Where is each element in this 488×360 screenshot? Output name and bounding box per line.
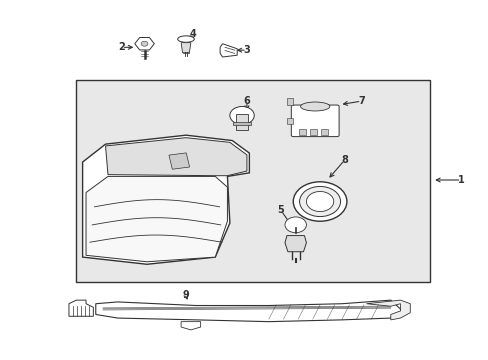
FancyBboxPatch shape [291, 105, 338, 136]
Bar [320, 129, 327, 135]
Ellipse shape [300, 102, 329, 111]
Bar [299, 129, 306, 135]
Polygon shape [69, 300, 93, 316]
Polygon shape [366, 300, 409, 320]
Polygon shape [181, 321, 200, 330]
Text: 2: 2 [118, 42, 125, 52]
Text: 1: 1 [457, 175, 464, 185]
Polygon shape [82, 135, 249, 264]
Bar [287, 98, 293, 105]
Text: 3: 3 [243, 45, 250, 55]
Bar [287, 118, 293, 125]
Bar [233, 122, 250, 125]
Circle shape [285, 217, 306, 233]
Text: 6: 6 [243, 96, 250, 106]
Text: 8: 8 [340, 155, 347, 165]
Circle shape [299, 186, 340, 217]
Polygon shape [105, 138, 246, 176]
Text: 4: 4 [189, 29, 196, 39]
Polygon shape [285, 235, 306, 252]
Text: 9: 9 [182, 291, 189, 301]
Text: 7: 7 [357, 96, 364, 106]
Polygon shape [181, 42, 190, 53]
Circle shape [293, 182, 346, 221]
Ellipse shape [177, 36, 194, 42]
Text: 5: 5 [277, 206, 284, 216]
Bar [168, 153, 189, 169]
Polygon shape [86, 176, 227, 262]
Bar [309, 129, 317, 135]
Circle shape [141, 41, 148, 46]
Polygon shape [220, 44, 237, 57]
Bar [76, 80, 429, 282]
Circle shape [306, 192, 333, 212]
Bar [235, 114, 248, 130]
Circle shape [229, 107, 254, 125]
Polygon shape [96, 300, 400, 321]
